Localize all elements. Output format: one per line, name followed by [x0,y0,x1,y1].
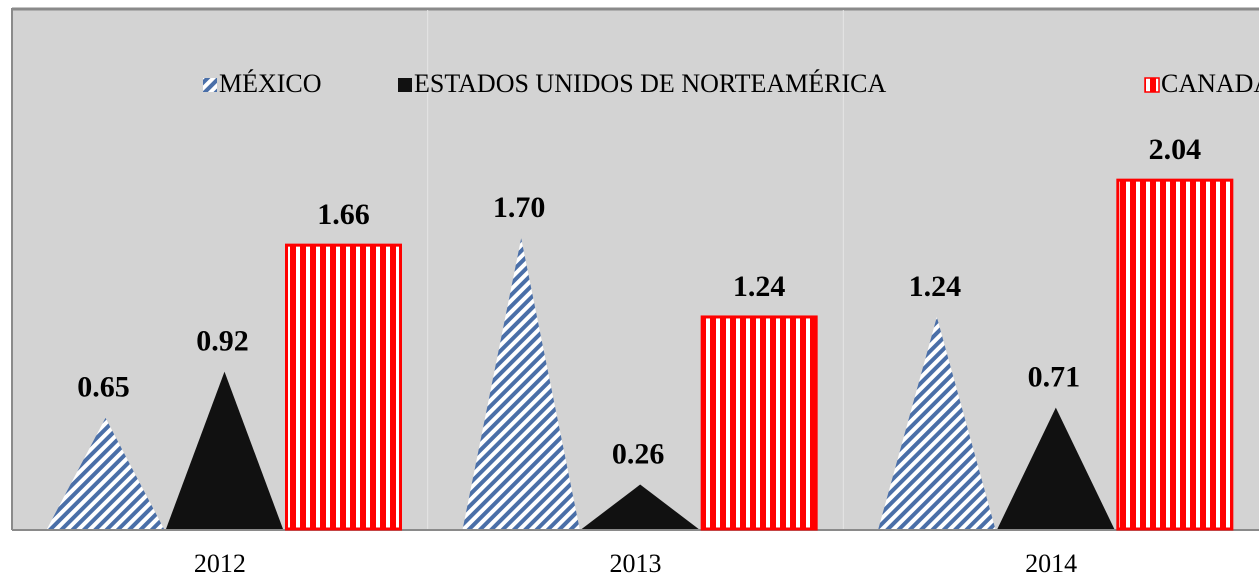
value-label: 0.26 [612,437,665,470]
value-label: 0.71 [1028,360,1081,393]
legend-swatch [203,78,217,92]
value-label: 0.65 [77,371,130,404]
legend-label: ESTADOS UNIDOS DE NORTEAMÉRICA [414,69,887,98]
legend-swatch [1145,78,1159,92]
value-label: 1.24 [909,270,962,303]
bar [287,245,401,529]
value-label: 0.92 [196,325,249,358]
legend-label: CANADÁ [1161,69,1259,98]
x-tick-label: 2013 [610,549,662,578]
x-tick-label: 2012 [194,549,246,578]
legend-swatch [398,78,412,92]
value-label: 1.70 [493,191,546,224]
bar [702,317,816,529]
bar [1118,180,1232,529]
legend-label: MÉXICO [219,69,322,98]
x-tick-label: 2014 [1025,549,1077,578]
page: MÉXICO ESTADOS UNIDOS DE NORTEAMÉRICA CANA… [0,0,1259,582]
chart: MÉXICO ESTADOS UNIDOS DE NORTEAMÉRICA CANA… [0,0,1259,582]
value-label: 1.24 [733,270,786,303]
value-label: 1.66 [317,198,370,231]
value-label: 2.04 [1149,133,1202,166]
